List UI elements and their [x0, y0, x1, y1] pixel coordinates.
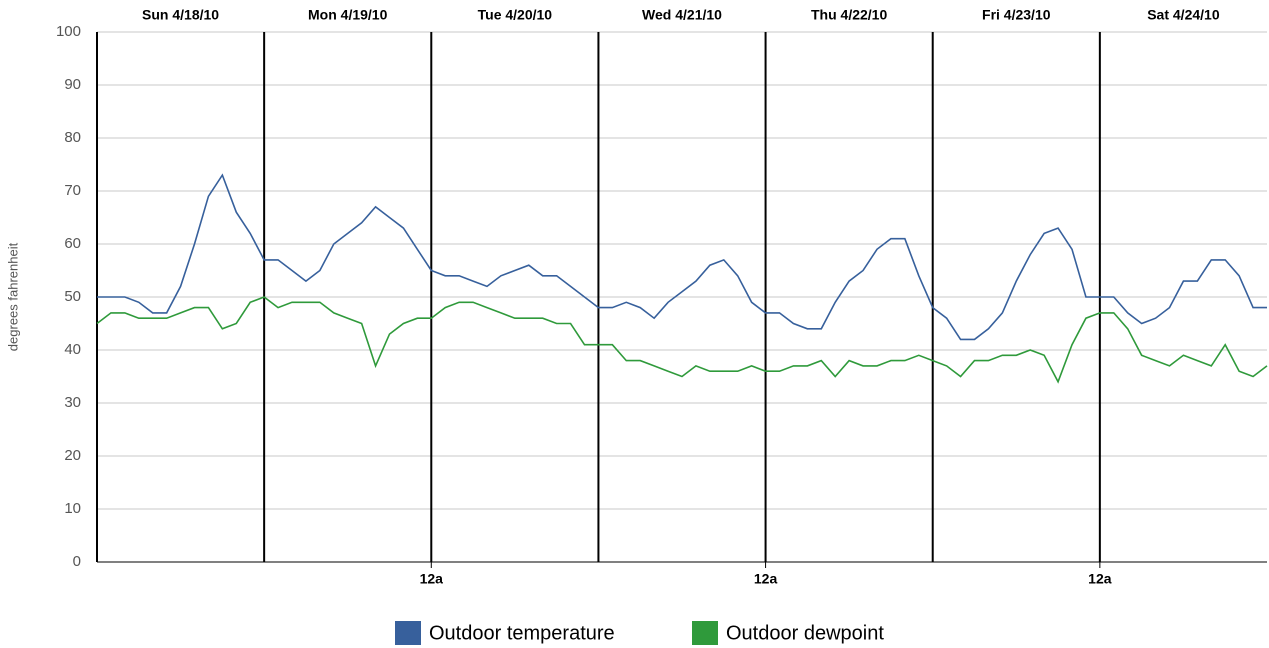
y-tick-label: 60	[64, 235, 81, 252]
day-label: Tue 4/20/10	[478, 7, 553, 23]
legend-swatch	[692, 621, 718, 645]
y-tick-label: 0	[73, 553, 81, 570]
day-label: Fri 4/23/10	[982, 7, 1051, 23]
y-tick-label: 90	[64, 76, 81, 93]
series-line	[97, 173, 1267, 341]
day-label: Mon 4/19/10	[308, 7, 388, 23]
legend-label: Outdoor dewpoint	[726, 622, 884, 644]
y-tick-label: 20	[64, 447, 81, 464]
day-label: Wed 4/21/10	[642, 7, 722, 23]
y-tick-label: 30	[64, 394, 81, 411]
series-line	[96, 296, 1268, 384]
y-tick-label: 80	[64, 129, 81, 146]
y-tick-label: 50	[64, 288, 81, 305]
y-tick-label: 40	[64, 341, 81, 358]
y-tick-label: 70	[64, 182, 81, 199]
y-tick-label: 10	[64, 500, 81, 517]
x-tick-label: 12a	[420, 571, 444, 587]
x-tick-label: 12a	[1088, 571, 1112, 587]
day-label: Sat 4/24/10	[1147, 7, 1220, 23]
y-axis-label: degrees fahrenheit	[5, 242, 20, 351]
y-tick-label: 100	[56, 23, 81, 40]
day-label: Sun 4/18/10	[142, 7, 219, 23]
legend-label: Outdoor temperature	[429, 622, 615, 644]
day-label: Thu 4/22/10	[811, 7, 887, 23]
legend-swatch	[395, 621, 421, 645]
x-tick-label: 12a	[754, 571, 778, 587]
